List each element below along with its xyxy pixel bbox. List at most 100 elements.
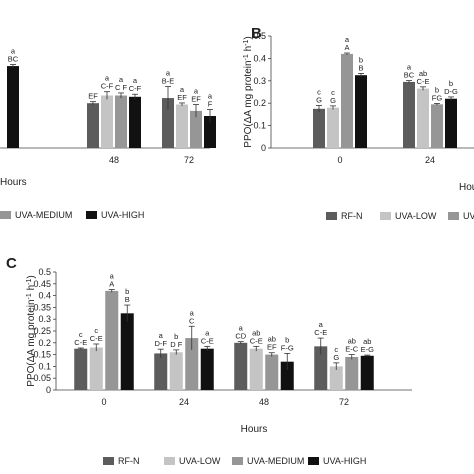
bar-b-rf-n-24	[403, 81, 415, 148]
sig-lower-label-c: a	[159, 331, 164, 340]
sig-label-a: EF	[88, 92, 98, 101]
bar-b-uva-medium-0	[341, 53, 353, 148]
bar-a-uva-high-48	[129, 96, 141, 148]
bar-b-uva-high-24	[445, 98, 457, 148]
bar-b-rf-n-0	[313, 108, 325, 148]
y-tick-label-b: 0.1	[253, 121, 266, 131]
legend-a-label-0: UVA-MEDIUM	[15, 210, 72, 220]
legend-b-swatch-1	[380, 212, 391, 220]
legend-b-label-1: UVA-LOW	[395, 211, 437, 221]
y-tick-label-c: 0.05	[33, 373, 51, 383]
bar-c-uva-low-72	[329, 366, 343, 390]
sig-lower-label-b: a	[345, 35, 350, 44]
bar-b-uva-low-0	[327, 107, 339, 148]
legend-b-swatch-0	[326, 212, 337, 220]
sig-label-c: C-E	[201, 336, 214, 345]
sig-lower-label-b: b	[435, 85, 439, 94]
sig-lower-label-c: ab	[348, 337, 356, 346]
sig-lower-label-a: a	[133, 76, 138, 85]
x-tick-label-b: 0	[337, 155, 342, 165]
x-axis-label-b: Hou	[459, 182, 474, 193]
sig-label-c: CD	[235, 332, 246, 341]
sig-label-a: EF	[191, 94, 201, 103]
bar-c-uva-high-24	[200, 348, 214, 390]
bar-a-uva-medium-48	[115, 95, 127, 148]
y-tick-label-c: 0.4	[38, 291, 51, 301]
bar-a-uva-high-g0	[7, 66, 19, 148]
sig-label-c: E-C	[345, 345, 359, 354]
sig-lower-label-c: ab	[268, 335, 276, 344]
sig-lower-label-c: a	[239, 324, 244, 333]
legend-c-swatch-1	[164, 457, 175, 465]
y-tick-label-b: 0.4	[253, 53, 266, 63]
bar-c-uva-low-48	[249, 348, 263, 390]
bar-b-uva-medium-24	[431, 104, 443, 148]
sig-label-a: C-F	[129, 84, 142, 93]
bar-a-uva-high-72	[204, 116, 216, 148]
sig-label-a: BC	[8, 55, 19, 64]
sig-label-b: D-G	[444, 87, 458, 96]
bar-b-uva-low-24	[417, 88, 429, 148]
sig-label-c: F-G	[281, 343, 294, 352]
y-axis-label-b: PPO(ΔA mg protein-1 h-1)	[243, 36, 255, 147]
panel-label-b: B	[251, 25, 262, 42]
sig-lower-label-a: a	[180, 85, 185, 94]
sig-lower-label-a: a	[119, 75, 124, 84]
sig-lower-label-c: a	[319, 320, 324, 329]
sig-lower-label-c: b	[125, 287, 129, 296]
bar-a-rf-n-72	[162, 98, 174, 148]
sig-label-c: B	[125, 295, 130, 304]
sig-lower-label-a: a	[194, 86, 199, 95]
x-tick-label-c: 48	[259, 397, 269, 407]
x-tick-label-c: 0	[101, 397, 106, 407]
bar-c-rf-n-72	[314, 346, 328, 390]
bar-a-uva-medium-72	[190, 110, 202, 148]
legend-b-label-2: UVA-	[463, 211, 474, 221]
sig-label-a: F	[208, 100, 213, 109]
bar-c-uva-medium-24	[185, 338, 199, 390]
sig-label-b: G	[316, 95, 322, 104]
sig-label-c: C-E	[250, 336, 263, 345]
sig-lower-label-a: a	[208, 92, 213, 101]
panel-label-c: C	[6, 255, 17, 272]
sig-label-a: EF	[177, 93, 187, 102]
bar-c-uva-high-72	[360, 355, 374, 390]
sig-label-c: C-E	[74, 338, 87, 347]
x-tick-label-c: 24	[179, 397, 189, 407]
sig-label-b: B	[358, 63, 363, 72]
legend-a-swatch-1	[86, 211, 97, 219]
sig-lower-label-c: a	[205, 328, 210, 337]
bar-c-uva-medium-72	[345, 356, 359, 390]
bar-a-rf-n-48	[87, 103, 99, 148]
sig-lower-label-b: ab	[419, 69, 427, 78]
bar-b-uva-high-0	[355, 75, 367, 148]
sig-lower-label-a: a	[11, 47, 16, 56]
x-tick-label-b: 24	[425, 155, 435, 165]
y-tick-label-c: 0.45	[33, 279, 51, 289]
y-tick-label-b: 0.3	[253, 76, 266, 86]
sig-lower-label-c: c	[334, 345, 338, 354]
bar-a-uva-low-48	[101, 95, 113, 148]
sig-label-c: C	[189, 316, 195, 325]
y-tick-label-b: 0.2	[253, 98, 266, 108]
legend-c-swatch-2	[232, 457, 243, 465]
sig-label-b: C-E	[417, 77, 430, 86]
sig-label-c: EF	[267, 343, 277, 352]
sig-lower-label-b: a	[407, 63, 412, 72]
legend-a-label-1: UVA-HIGH	[101, 210, 144, 220]
sig-lower-label-c: c	[79, 330, 83, 339]
sig-lower-label-a: a	[105, 74, 110, 83]
bar-c-rf-n-48	[234, 342, 248, 390]
x-axis-label-a: Hours	[0, 177, 27, 188]
sig-label-b: G	[330, 96, 336, 105]
legend-c-swatch-3	[308, 457, 319, 465]
sig-lower-label-c: b	[285, 335, 289, 344]
sig-lower-label-b: b	[449, 79, 453, 88]
bar-a-uva-low-72	[176, 104, 188, 148]
bar-c-uva-high-48	[280, 361, 294, 390]
sig-label-b: FG	[432, 93, 443, 102]
x-axis-label-c: Hours	[241, 424, 268, 435]
y-tick-label-c: 0.3	[38, 314, 51, 324]
y-tick-label-b: 0	[261, 143, 266, 153]
